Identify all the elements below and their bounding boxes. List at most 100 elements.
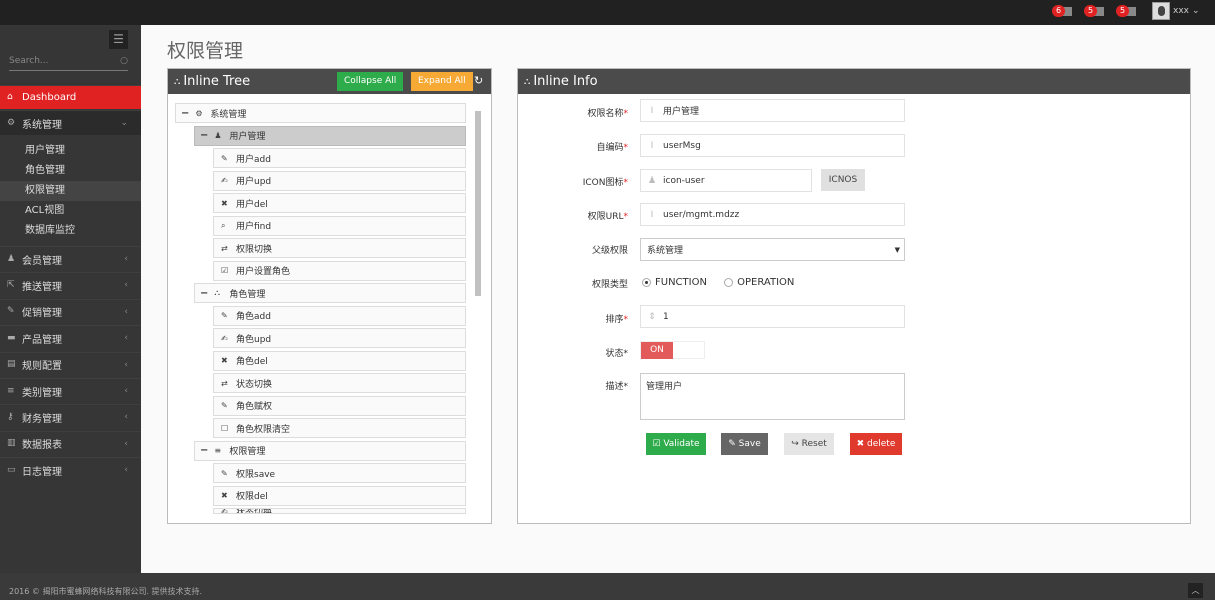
order-input[interactable]: ⇕ 1 [640, 305, 905, 328]
validate-button[interactable]: ☑ Validate [646, 433, 706, 455]
save-button[interactable]: ✎ Save [721, 433, 768, 455]
sidebar-item[interactable]: ▭ 日志管理 ‹ [0, 457, 141, 482]
tree-node[interactable]: ⇄ 权限切换 [213, 238, 466, 258]
tree-node[interactable]: ⌕ 用户find [213, 215, 466, 236]
notification-bell[interactable]: 6 [1052, 4, 1073, 18]
reset-button[interactable]: ↪ Reset [784, 433, 834, 455]
tree-node[interactable]: ✖ 角色del [213, 350, 466, 371]
radio-function[interactable]: FUNCTION [642, 277, 707, 288]
retweet-icon: ⇄ [221, 243, 228, 253]
tree-node[interactable]: − ≡ 权限管理 [194, 440, 466, 461]
status-toggle[interactable]: ON [640, 341, 705, 359]
tree-node[interactable]: ✍ 用户upd [213, 170, 466, 191]
sidebar-sub-permission[interactable]: 权限管理 [0, 181, 141, 201]
sidebar-sub-user[interactable]: 用户管理 [25, 145, 65, 156]
expand-all-button[interactable]: Expand All [411, 72, 473, 91]
user-icon: ♟ [214, 131, 222, 140]
avatar [1152, 2, 1170, 20]
collapse-toggle[interactable]: − [200, 287, 209, 299]
notification-inbox[interactable]: 5 [1084, 4, 1105, 18]
list-alt-icon: ▤ [7, 359, 16, 370]
times-icon: ✖ [221, 491, 228, 500]
chevron-down-icon: ⌄ [1191, 6, 1200, 16]
collapse-all-button[interactable]: Collapse All [337, 72, 404, 91]
sitemap-icon: ⛬ [174, 76, 181, 87]
sidebar-item[interactable]: ♟ 会员管理 ‹ [0, 246, 141, 271]
url-label: 权限URL* [587, 212, 628, 222]
user-menu[interactable]: xxx ⌄ [1152, 2, 1200, 20]
notification-tasks[interactable]: 5 [1116, 4, 1137, 18]
chevron-left-icon: ‹ [124, 438, 128, 449]
tree-node[interactable]: ✎ 用户add [213, 148, 466, 168]
radio-operation[interactable]: OPERATION [724, 277, 794, 288]
chevron-left-icon: ‹ [124, 254, 128, 264]
tree-node[interactable]: ✖ 权限del [213, 485, 466, 506]
collapse-toggle[interactable]: − [181, 107, 190, 119]
search-icon: ○ [120, 56, 128, 66]
code-label: 自编码* [596, 143, 628, 153]
sidebar-item[interactable]: ✎ 促销管理 ‹ [0, 298, 141, 324]
refresh-icon[interactable]: ↻ [474, 74, 484, 87]
sidebar-item-system[interactable]: ⚙ 系统管理 ⌄ [0, 110, 141, 135]
sidebar-sub-acl[interactable]: ACL视图 [25, 205, 65, 216]
text-cursor-icon: I [650, 140, 654, 151]
info-panel-header: ⛬ Inline Info [518, 69, 1190, 94]
tree-node[interactable]: ✎ 角色add [213, 305, 466, 326]
sidebar-item[interactable]: ▥ 数据报表 ‹ [0, 430, 141, 456]
sidebar: ☰ Search... ○ ⌂ Dashboard ⚙ 系统管理 ⌄ 用户管理 角色管理… [0, 25, 141, 573]
scroll-top-button[interactable]: ︿ [1188, 583, 1203, 598]
tree-node[interactable]: ✎ 权限save [213, 463, 466, 483]
sidebar-item[interactable]: ⚷ 财务管理 ‹ [0, 404, 141, 429]
chevron-left-icon: ‹ [124, 465, 128, 476]
square-icon: ☐ [221, 423, 229, 433]
desc-textarea[interactable]: 管理用户 [640, 373, 905, 420]
tree-scrollbar[interactable] [473, 101, 483, 521]
tree-node[interactable]: ✍ 角色upd [213, 328, 466, 348]
footer: 2016 © 揭阳市蜜蜂网络科技有限公司. 提供技术支持. ︿ [0, 573, 1215, 600]
text-cursor-icon: I [650, 209, 654, 220]
delete-button[interactable]: ✖ delete [850, 433, 902, 455]
collapse-toggle[interactable]: − [200, 445, 209, 456]
sidebar-sub-db-monitor[interactable]: 数据库监控 [25, 225, 75, 236]
tree-node[interactable]: ✖ 用户del [213, 193, 466, 213]
sidebar-item[interactable]: ▤ 规则配置 ‹ [0, 351, 141, 377]
name-input[interactable]: I 用户管理 [640, 99, 905, 122]
sitemap-icon: ⛬ [214, 288, 220, 297]
icon-input[interactable]: ♟ icon-user [640, 169, 812, 192]
tree-node[interactable]: ☑ 用户设置角色 [213, 260, 466, 281]
tree-node[interactable]: ☐ 角色权限清空 [213, 418, 466, 438]
sidebar-item-dashboard[interactable]: ⌂ Dashboard [0, 85, 141, 109]
scrollbar-thumb[interactable] [475, 111, 481, 296]
user-icon: ♟ [647, 175, 657, 186]
collapse-toggle[interactable]: − [200, 130, 209, 141]
parent-select[interactable]: 系统管理 ▼ [640, 238, 905, 261]
icon-label: ICON图标* [582, 178, 628, 188]
cogs-icon: ⚙ [195, 108, 203, 118]
sidebar-toggle-button[interactable]: ☰ [109, 30, 128, 49]
tree-node[interactable]: ✍ 状态切换 [213, 508, 466, 514]
sidebar-sub-role[interactable]: 角色管理 [25, 165, 65, 176]
status-label: 状态* [605, 349, 628, 359]
credit-card-icon: ▭ [7, 464, 16, 475]
tree-node[interactable]: − ⚙ 系统管理 [175, 103, 466, 123]
tree-node[interactable]: − ♟ 用户管理 [194, 125, 466, 146]
sidebar-item[interactable]: ≡ 类别管理 ‹ [0, 378, 141, 403]
pencil-icon: ✎ [221, 311, 228, 320]
tree-node[interactable]: ✎ 角色赋权 [213, 395, 466, 416]
icons-button[interactable]: ICNOS [821, 169, 865, 191]
times-icon: ✖ [221, 356, 228, 365]
caret-down-icon: ▼ [894, 245, 900, 254]
type-label: 权限类型 [591, 280, 628, 290]
sidebar-item[interactable]: ⇱ 推送管理 ‹ [0, 272, 141, 297]
sidebar-item[interactable]: ▬ 产品管理 ‹ [0, 325, 141, 350]
tree-node[interactable]: ⇄ 状态切换 [213, 373, 466, 393]
user-icon: ♟ [7, 253, 16, 264]
search-input[interactable]: Search... ○ [9, 56, 128, 71]
tree-node[interactable]: − ⛬ 角色管理 [194, 283, 466, 303]
order-label: 排序* [605, 315, 628, 325]
top-bar: 6 5 5 xxx ⌄ [0, 0, 1215, 25]
type-radio-group: FUNCTION OPERATION [642, 277, 808, 290]
search-icon: ⌕ [221, 220, 226, 230]
